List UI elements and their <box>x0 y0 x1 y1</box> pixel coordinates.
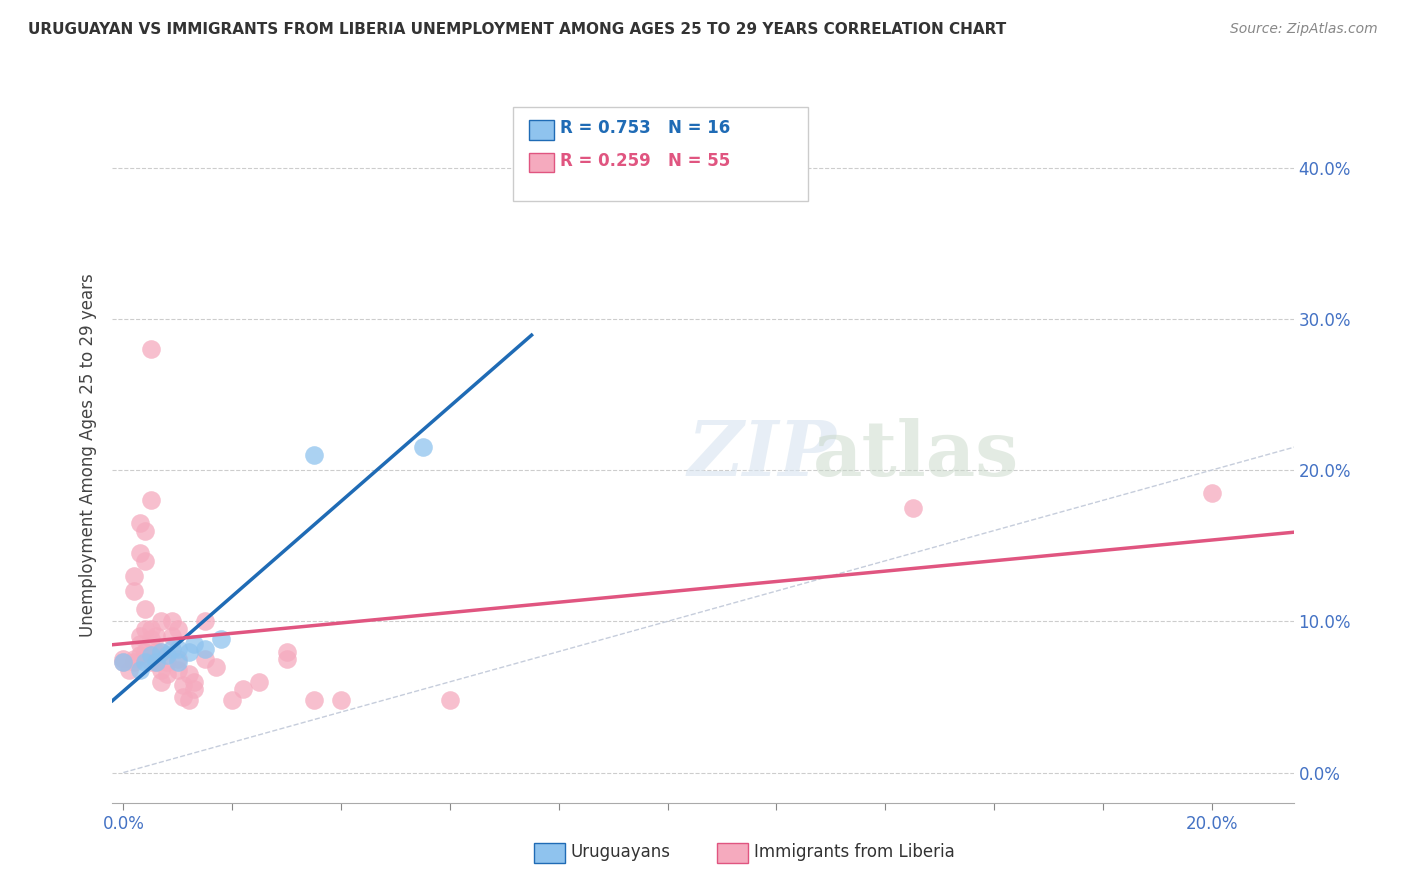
Point <box>302 693 325 707</box>
Point <box>139 622 162 636</box>
Point <box>150 644 173 658</box>
Point <box>1201 485 1223 500</box>
Point <box>122 655 145 669</box>
Point <box>128 546 150 560</box>
Point <box>172 678 194 692</box>
Point <box>302 448 325 462</box>
Text: Uruguayans: Uruguayans <box>571 843 671 861</box>
Point <box>156 648 179 662</box>
Point <box>150 615 173 629</box>
Point <box>166 641 188 656</box>
Text: URUGUAYAN VS IMMIGRANTS FROM LIBERIA UNEMPLOYMENT AMONG AGES 25 TO 29 YEARS CORR: URUGUAYAN VS IMMIGRANTS FROM LIBERIA UNE… <box>28 22 1007 37</box>
Point <box>177 667 200 681</box>
Point <box>205 659 228 673</box>
Point <box>221 693 243 707</box>
Point <box>128 663 150 677</box>
Point <box>330 693 353 707</box>
Point <box>139 655 162 669</box>
Point <box>139 648 162 662</box>
Point <box>249 674 271 689</box>
Point <box>166 663 188 677</box>
Point <box>150 644 173 658</box>
Text: Immigrants from Liberia: Immigrants from Liberia <box>754 843 955 861</box>
Point <box>183 637 205 651</box>
Point <box>128 637 150 651</box>
Text: R = 0.753   N = 16: R = 0.753 N = 16 <box>560 119 730 136</box>
Point <box>209 632 232 647</box>
Text: 20.0%: 20.0% <box>1185 815 1239 833</box>
Point <box>128 516 150 530</box>
Point <box>134 622 156 636</box>
Point <box>166 622 188 636</box>
Point <box>134 602 156 616</box>
Point <box>166 655 188 669</box>
Point <box>145 655 167 669</box>
Point <box>128 629 150 643</box>
Point <box>134 524 156 538</box>
Point <box>194 641 217 656</box>
Point <box>177 644 200 658</box>
Point <box>172 690 194 704</box>
Point <box>134 644 156 658</box>
Point <box>112 655 135 669</box>
Point <box>122 569 145 583</box>
Text: Source: ZipAtlas.com: Source: ZipAtlas.com <box>1230 22 1378 37</box>
Point <box>177 693 200 707</box>
Point <box>139 342 162 356</box>
Point <box>118 663 141 677</box>
Point <box>150 674 173 689</box>
Point <box>162 615 184 629</box>
Point <box>112 655 135 669</box>
Point <box>156 655 179 669</box>
Point <box>134 655 156 669</box>
Point <box>145 644 167 658</box>
Text: ZIP: ZIP <box>688 418 837 491</box>
Text: 0.0%: 0.0% <box>103 815 145 833</box>
Point <box>276 652 298 666</box>
Point <box>162 629 184 643</box>
Point <box>145 629 167 643</box>
Point <box>122 652 145 666</box>
Point <box>194 615 217 629</box>
Point <box>276 644 298 658</box>
Point <box>183 674 205 689</box>
Point <box>166 652 188 666</box>
Point <box>112 652 135 666</box>
Y-axis label: Unemployment Among Ages 25 to 29 years: Unemployment Among Ages 25 to 29 years <box>79 273 97 637</box>
Point <box>439 693 461 707</box>
Point <box>139 493 162 508</box>
Point <box>145 655 167 669</box>
Point <box>183 682 205 697</box>
Point <box>901 500 924 515</box>
Point <box>122 584 145 599</box>
Text: R = 0.259   N = 55: R = 0.259 N = 55 <box>560 152 730 169</box>
Point <box>162 641 184 656</box>
Point <box>128 648 150 662</box>
Point <box>139 632 162 647</box>
Point <box>412 441 434 455</box>
Point <box>150 663 173 677</box>
Point <box>134 554 156 568</box>
Point <box>194 652 217 666</box>
Point <box>232 682 254 697</box>
Text: atlas: atlas <box>813 418 1019 491</box>
Point <box>156 667 179 681</box>
